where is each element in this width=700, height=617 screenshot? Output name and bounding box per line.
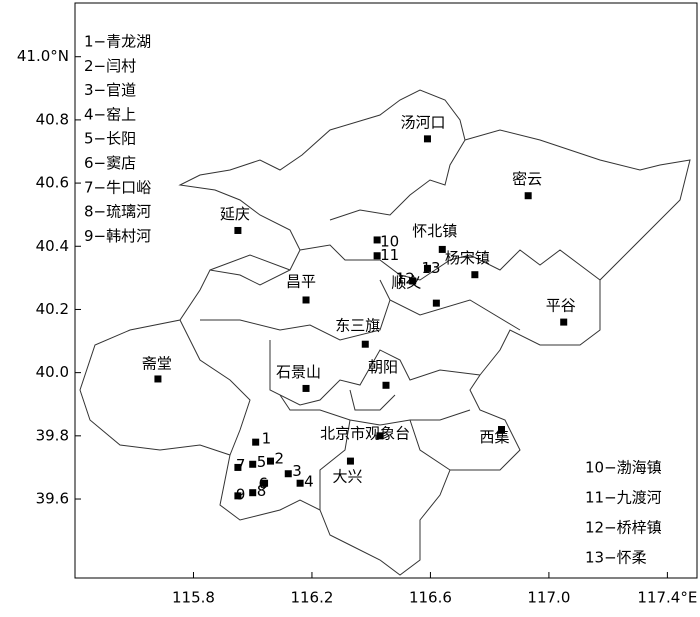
station-point xyxy=(409,277,417,285)
station-label: 9 xyxy=(236,485,246,503)
station-label: 3 xyxy=(292,462,302,480)
legend-note: 12−桥梓镇 xyxy=(585,519,662,537)
station-point xyxy=(154,375,162,383)
y-tick-label: 39.8 xyxy=(36,426,69,444)
station-label: 5 xyxy=(257,453,267,471)
legend-note: 7−牛口峪 xyxy=(84,178,151,196)
x-tick-label: 117.0 xyxy=(527,589,570,607)
station-label: 延庆 xyxy=(220,205,250,223)
station-point xyxy=(376,432,384,440)
station-label: 7 xyxy=(236,456,246,474)
station-point xyxy=(471,271,479,279)
y-tick-label: 40.2 xyxy=(36,300,69,318)
station-label: 汤河口 xyxy=(400,113,445,131)
station-point xyxy=(382,381,390,389)
station-label: 4 xyxy=(304,473,314,491)
station-label: 斋堂 xyxy=(142,354,172,372)
station-label: 8 xyxy=(257,482,267,500)
station-point xyxy=(423,135,431,143)
legend-note: 1−青龙湖 xyxy=(84,33,151,51)
station-point xyxy=(373,252,381,260)
legend-note: 9−韩村河 xyxy=(84,227,151,245)
station-label: 朝阳 xyxy=(368,358,398,376)
station-label: 1 xyxy=(262,430,272,448)
station-point xyxy=(249,489,257,497)
station-point xyxy=(284,470,292,478)
station-point xyxy=(266,457,274,465)
station-point xyxy=(234,463,242,471)
x-tick-label: 117.4°E xyxy=(637,589,697,607)
y-tick-label: 40.0 xyxy=(36,363,69,381)
station-point xyxy=(498,426,506,434)
station-label: 平谷 xyxy=(546,297,576,315)
station-label: 西集 xyxy=(480,428,510,446)
station-label: 石景山 xyxy=(276,363,321,381)
station-label: 13 xyxy=(421,259,440,277)
station-point xyxy=(346,457,354,465)
station-point xyxy=(524,192,532,200)
station-label: 北京市观象台 xyxy=(320,424,410,442)
x-tick-label: 115.8 xyxy=(172,589,215,607)
station-label: 顺义 xyxy=(391,274,421,292)
station-label: 杨宋镇 xyxy=(445,249,490,267)
x-tick-label: 116.6 xyxy=(409,589,452,607)
legend-note: 5−长阳 xyxy=(84,130,136,148)
station-point xyxy=(261,479,269,487)
station-point xyxy=(302,384,310,392)
y-tick-label: 40.6 xyxy=(36,174,69,192)
station-point xyxy=(252,438,260,446)
station-point xyxy=(438,245,446,253)
legend-note: 10−渤海镇 xyxy=(585,459,662,477)
y-tick-label: 40.4 xyxy=(36,237,69,255)
station-point xyxy=(361,340,369,348)
station-point xyxy=(302,296,310,304)
station-point xyxy=(234,492,242,500)
station-point xyxy=(234,226,242,234)
station-point xyxy=(432,299,440,307)
station-label: 2 xyxy=(274,450,284,468)
legend-note: 6−窦店 xyxy=(84,154,136,172)
legend-note: 2−闫村 xyxy=(84,57,136,75)
legend-note: 11−九渡河 xyxy=(585,489,662,507)
station-point xyxy=(373,236,381,244)
legend-note: 8−琉璃河 xyxy=(84,203,151,221)
station-point xyxy=(560,318,568,326)
x-tick-label: 116.2 xyxy=(290,589,333,607)
station-point xyxy=(249,460,257,468)
station-point xyxy=(296,479,304,487)
legend-note: 13−怀柔 xyxy=(585,549,647,567)
y-tick-label: 39.6 xyxy=(36,490,69,508)
station-point xyxy=(423,264,431,272)
station-label: 东三旗 xyxy=(335,317,380,335)
station-label: 怀北镇 xyxy=(412,222,457,240)
legend-note: 3−官道 xyxy=(84,81,136,99)
station-label: 11 xyxy=(380,246,399,264)
station-label: 6 xyxy=(259,475,269,493)
legend-note: 4−窑上 xyxy=(84,105,136,123)
station-label: 10 xyxy=(380,232,399,250)
boundaries xyxy=(79,89,691,576)
y-tick-label: 41.0°N xyxy=(17,47,69,65)
station-label: 12 xyxy=(396,270,415,288)
station-label: 昌平 xyxy=(286,272,316,290)
frame xyxy=(74,2,698,579)
station-label: 大兴 xyxy=(332,468,362,486)
y-tick-label: 40.8 xyxy=(36,110,69,128)
station-label: 密云 xyxy=(512,170,542,188)
